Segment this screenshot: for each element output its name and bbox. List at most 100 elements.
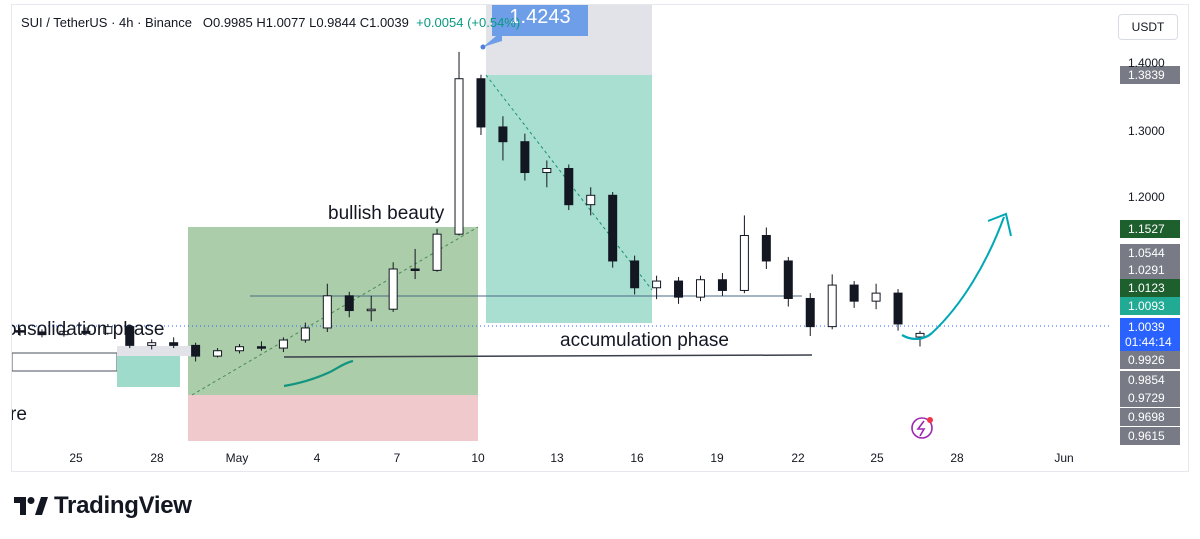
support-curve xyxy=(283,359,354,388)
tradingview-logo[interactable]: TradingView xyxy=(14,491,192,521)
ohlc-values: O0.9985 H1.0077 L0.9844 C1.0039 xyxy=(202,15,409,30)
price-tag xyxy=(1120,220,1180,238)
candle-body xyxy=(300,327,310,341)
target-label: 1.4243 xyxy=(509,6,570,28)
candle-body xyxy=(849,284,859,302)
candle-body xyxy=(893,292,903,325)
price-tag-label: 1.0544 xyxy=(1128,246,1165,260)
candle-body xyxy=(213,350,223,357)
small-teal-box xyxy=(117,356,180,387)
y-tick-1-3000: 1.3000 xyxy=(1128,124,1165,138)
candle-body xyxy=(15,330,25,333)
annotation-consolidation: onsolidation phase xyxy=(12,319,164,340)
tradingview-logo-text: TradingView xyxy=(54,492,192,519)
candle-body xyxy=(827,284,837,328)
candle-body xyxy=(564,168,574,206)
x-tick-label: 22 xyxy=(791,451,805,465)
consolidation-box xyxy=(12,352,118,372)
price-tag xyxy=(1120,66,1180,84)
candle-body xyxy=(805,297,815,328)
candle-body xyxy=(388,268,398,310)
x-tick-label: 7 xyxy=(394,451,401,465)
price-tag-label: 0.9854 xyxy=(1128,373,1165,387)
candle-body xyxy=(871,292,881,302)
price-tag-label: 0.9698 xyxy=(1128,410,1165,424)
x-tick-label: 13 xyxy=(550,451,564,465)
candle-body xyxy=(695,279,705,298)
candle-body xyxy=(278,339,288,349)
price-tag-label: 1.0039 xyxy=(1128,320,1165,334)
current-price-tag xyxy=(1120,318,1180,352)
price-tag xyxy=(1120,244,1180,262)
candle-body xyxy=(256,346,266,349)
x-tick-label: 16 xyxy=(630,451,644,465)
lightning-icon xyxy=(911,417,933,439)
candle-body xyxy=(410,268,420,271)
lightning-dot xyxy=(927,417,933,423)
candle-body xyxy=(322,295,332,329)
lightning-glyph xyxy=(916,420,926,437)
small-grey-box xyxy=(117,346,197,356)
candle-body xyxy=(37,331,47,336)
price-tag-label: 1.0123 xyxy=(1128,281,1165,295)
price-tag xyxy=(1120,371,1180,389)
candle-body xyxy=(586,194,596,206)
forecast-arrowhead xyxy=(987,212,1012,237)
x-tick-label: Jun xyxy=(1054,451,1073,465)
candle-body xyxy=(542,168,552,174)
price-tag xyxy=(1120,261,1180,279)
price-tag xyxy=(1120,279,1180,297)
target-label-box xyxy=(492,5,588,36)
x-tick-label: 19 xyxy=(710,451,724,465)
candle-body xyxy=(630,260,640,289)
symbol-label[interactable]: SUI / TetherUS · 4h · Binance xyxy=(21,15,193,30)
x-tick-label: 25 xyxy=(69,451,83,465)
candle-body xyxy=(344,295,354,312)
y-tick-1-2000: 1.2000 xyxy=(1128,190,1165,204)
candle-body xyxy=(608,194,618,262)
candles xyxy=(15,51,925,362)
target-point xyxy=(480,44,486,50)
price-tag-label: 1.0093 xyxy=(1128,299,1165,313)
price-tag-label: 1.0291 xyxy=(1128,263,1165,277)
candle-body xyxy=(81,330,91,334)
x-axis: 25 28 May 4 7 10 13 16 19 22 25 28 Jun xyxy=(69,451,1073,465)
y-tick-1-4000: 1.4000 xyxy=(1128,56,1165,70)
price-chart[interactable]: 1.4243 bullish beauty onsolidation phase… xyxy=(12,5,1189,472)
price-tag xyxy=(1120,297,1180,315)
accumulation-line xyxy=(283,354,813,358)
candle-body xyxy=(717,279,727,291)
price-tag-label: 1.3839 xyxy=(1128,68,1165,82)
x-tick-label: 4 xyxy=(314,451,321,465)
price-tag xyxy=(1120,427,1180,445)
x-tick-label: 10 xyxy=(471,451,485,465)
bounce-curve xyxy=(901,332,933,340)
price-tag-label: 0.9615 xyxy=(1128,429,1165,443)
price-tag-label: 0.9926 xyxy=(1128,353,1165,367)
chart-frame: 1.4243 bullish beauty onsolidation phase… xyxy=(11,4,1189,472)
candle-body xyxy=(498,126,508,143)
annotation-accumulation: accumulation phase xyxy=(560,330,729,351)
candle-body xyxy=(103,326,113,334)
candle-body xyxy=(476,78,486,128)
candle-body xyxy=(432,233,442,271)
price-tag xyxy=(1120,351,1180,369)
candle-body xyxy=(674,280,684,298)
x-tick-label: 25 xyxy=(870,451,884,465)
candle-body xyxy=(761,235,771,262)
x-tick-label: 28 xyxy=(950,451,964,465)
tradingview-logo-icon xyxy=(14,497,48,515)
candle-body xyxy=(652,280,662,289)
annotation-fragment: re xyxy=(12,404,27,425)
price-tag-label: 1.1527 xyxy=(1128,222,1165,236)
symbol-header: SUI / TetherUS · 4h · Binance O0.9985 H1… xyxy=(21,15,520,30)
countdown-label: 01:44:14 xyxy=(1125,335,1172,349)
candle-body xyxy=(739,235,749,291)
candle-body xyxy=(235,346,245,352)
candle-body xyxy=(520,141,530,174)
x-tick-label: 28 xyxy=(150,451,164,465)
dashed-diagonal-green xyxy=(191,226,479,396)
annotation-bullish-beauty: bullish beauty xyxy=(328,203,445,224)
currency-button[interactable]: USDT xyxy=(1118,14,1178,40)
candle-body xyxy=(59,330,69,336)
